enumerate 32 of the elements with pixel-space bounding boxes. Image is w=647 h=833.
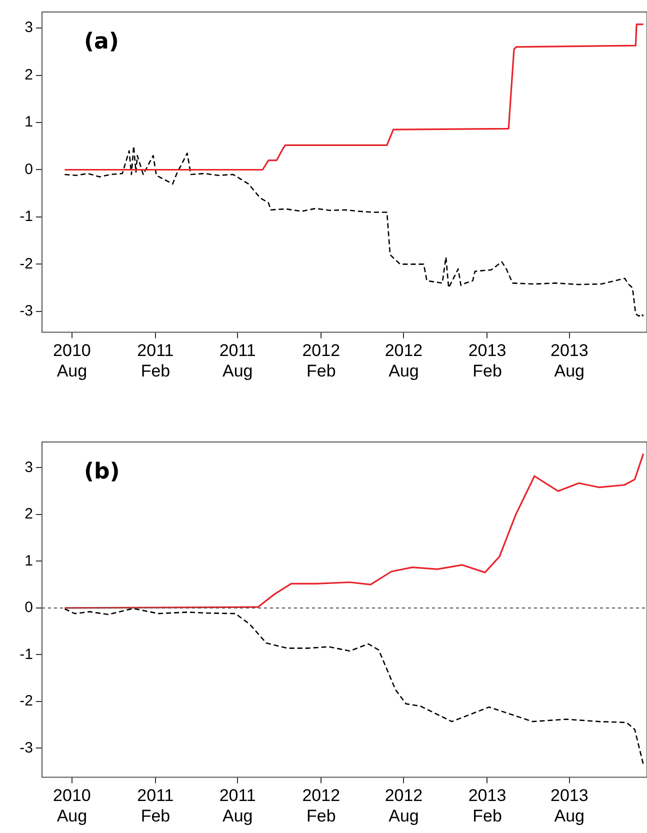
x-tick-label: 2013 Aug bbox=[550, 786, 588, 826]
annotation: (b) bbox=[84, 460, 120, 485]
line-series bbox=[64, 145, 644, 317]
x-tick-label: 2010 Aug bbox=[53, 786, 91, 826]
y-tick-label: 3 bbox=[24, 458, 33, 476]
y-tick-label: 3 bbox=[24, 19, 33, 36]
x-tick-label: 2013 Feb bbox=[468, 341, 506, 380]
x-tick-label: 2012 Aug bbox=[384, 786, 423, 826]
y-tick-label: -2 bbox=[20, 692, 33, 710]
y-tick-label: 2 bbox=[24, 506, 33, 523]
annotation: (a) bbox=[84, 30, 119, 55]
y-tick-label: 1 bbox=[24, 114, 33, 131]
x-tick-label: 2013 Aug bbox=[550, 341, 588, 380]
y-tick-label: 2 bbox=[24, 66, 33, 84]
x-tick-label: 2012 Feb bbox=[302, 786, 340, 826]
x-tick-label: 2011 Feb bbox=[137, 341, 174, 380]
y-tick-label: -3 bbox=[20, 302, 33, 320]
y-tick-label: -3 bbox=[20, 739, 33, 756]
y-tick-label: 1 bbox=[24, 552, 33, 570]
y-tick-label: 0 bbox=[24, 599, 33, 616]
x-tick-label: 2011 Aug bbox=[219, 341, 256, 380]
line-series bbox=[64, 608, 644, 766]
x-tick-label: 2011 Feb bbox=[137, 786, 174, 826]
x-tick-label: 2013 Feb bbox=[468, 786, 506, 826]
x-tick-label: 2010 Aug bbox=[53, 341, 91, 380]
x-tick-label: 2011 Aug bbox=[219, 786, 256, 826]
y-tick-label: 0 bbox=[24, 160, 33, 178]
y-tick-label: -1 bbox=[20, 208, 33, 226]
x-tick-label: 2012 Feb bbox=[302, 341, 340, 380]
y-tick-label: -1 bbox=[20, 646, 33, 663]
x-tick-label: 2012 Aug bbox=[384, 341, 423, 380]
y-tick-label: -2 bbox=[20, 255, 33, 272]
